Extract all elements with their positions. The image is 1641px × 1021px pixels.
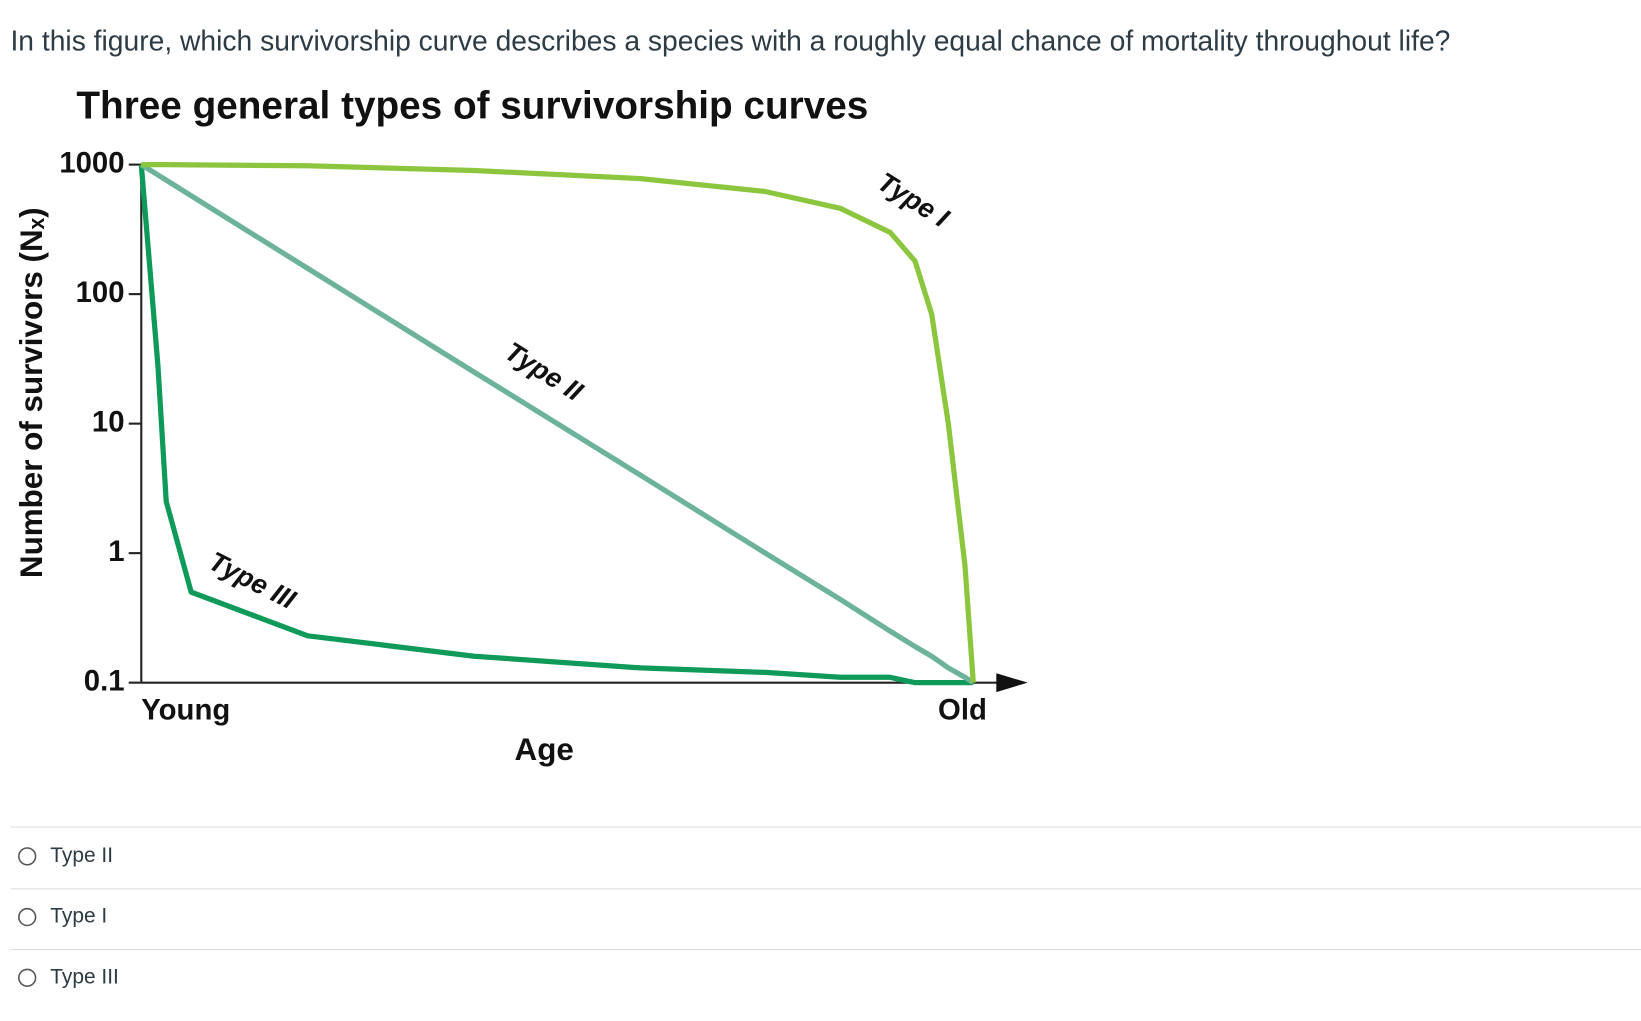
y-axis-label: Number of survivors (Nₓ) xyxy=(14,207,49,578)
y-tick-label: 1 xyxy=(108,535,124,568)
x-tick-label: Young xyxy=(141,694,230,727)
y-tick-label: 10 xyxy=(92,405,125,438)
radio-button[interactable] xyxy=(18,847,37,866)
y-tick-label: 0.1 xyxy=(84,664,125,697)
radio-button[interactable] xyxy=(18,968,37,987)
x-tick-label: Old xyxy=(938,694,987,727)
curve xyxy=(141,161,976,683)
radio-button[interactable] xyxy=(18,907,37,927)
option-label[interactable]: Type III xyxy=(50,965,119,988)
curve-label: Type I xyxy=(872,166,955,234)
option-label[interactable]: Type I xyxy=(50,905,107,928)
option-label[interactable]: Type II xyxy=(50,844,113,867)
curve xyxy=(139,162,975,685)
chart-title: Three general types of survivorship curv… xyxy=(76,85,868,128)
x-axis-arrow xyxy=(996,673,1028,693)
y-tick-label: 1000 xyxy=(59,146,124,179)
x-axis-label: Age xyxy=(515,732,574,767)
y-tick-label: 100 xyxy=(76,276,125,309)
curve xyxy=(138,164,974,686)
question: In this figure, which survivorship curve… xyxy=(10,25,1450,57)
